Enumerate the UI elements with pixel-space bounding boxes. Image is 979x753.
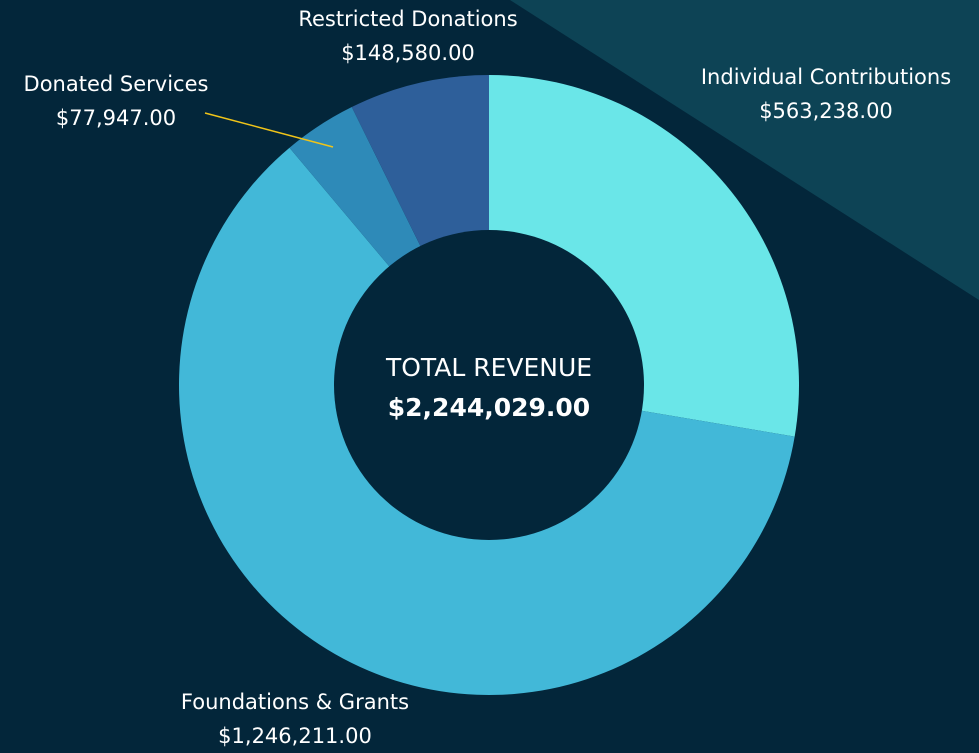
- value-label: $1,246,211.00: [218, 724, 372, 748]
- category-label: Individual Contributions: [701, 65, 951, 89]
- value-label: $77,947.00: [56, 106, 176, 130]
- value-label: $148,580.00: [341, 41, 475, 65]
- center-label: $2,244,029.00: [388, 393, 590, 422]
- category-label: Restricted Donations: [298, 7, 517, 31]
- center-title: TOTAL REVENUE: [385, 353, 592, 382]
- background-shape: [510, 0, 979, 300]
- donut-hole: [334, 230, 644, 540]
- category-label: Donated Services: [24, 72, 209, 96]
- category-label: Foundations & Grants: [181, 690, 409, 714]
- leader-line: [204, 112, 334, 148]
- value-label: $563,238.00: [759, 99, 893, 123]
